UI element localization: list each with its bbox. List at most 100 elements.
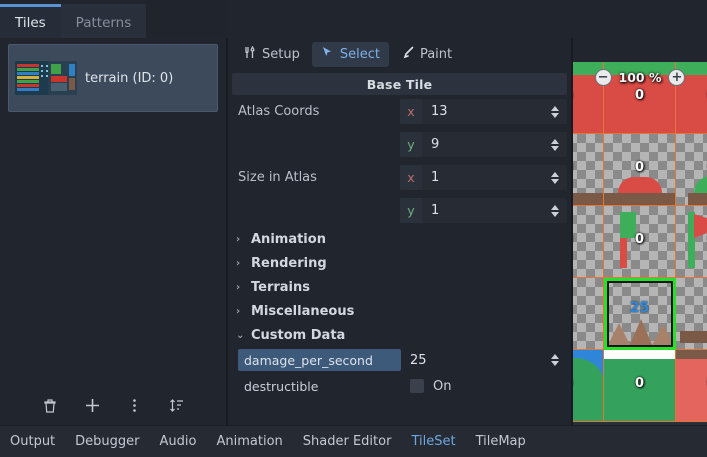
custom-data-key-damage-per-second[interactable]: damage_per_second	[238, 349, 401, 371]
tab-tiles-label: Tiles	[15, 14, 46, 31]
transparency-checker	[573, 278, 603, 349]
tileset-thumbnail-icon	[15, 61, 77, 95]
atlas-tile-label: 0	[634, 376, 645, 391]
custom-data-value-damage-per-second[interactable]: 25	[410, 349, 567, 371]
section-custom-data[interactable]: ⌄ Custom Data	[228, 323, 571, 347]
atlas-tile-label: 0	[676, 88, 707, 103]
tools-icon	[243, 45, 256, 63]
custom-data-value-destructible[interactable]: On	[410, 375, 567, 397]
atlas-tile[interactable]: 0	[676, 206, 707, 278]
property-label-atlas-coords: Atlas Coords	[238, 104, 320, 119]
atlas-tile-label-selected: 25	[629, 300, 650, 316]
section-miscellaneous[interactable]: › Miscellaneous	[228, 299, 571, 323]
spinbox-value[interactable]: 25	[410, 352, 427, 368]
zoom-controls: − 100 % +	[573, 66, 707, 88]
atlas-tile[interactable]	[573, 278, 604, 350]
bottom-tab-audio[interactable]: Audio	[159, 434, 197, 449]
atlas-tile[interactable]: 0	[604, 134, 676, 206]
atlas-tile-label: 0	[634, 88, 645, 103]
spinbox-atlas-coords-y[interactable]: y 9	[400, 132, 567, 157]
section-animation[interactable]: › Animation	[228, 227, 571, 251]
plus-circle-icon[interactable]: +	[668, 68, 686, 86]
bottom-tab-animation[interactable]: Animation	[216, 434, 283, 449]
section-terrains[interactable]: › Terrains	[228, 275, 571, 299]
mode-button-setup-label: Setup	[262, 47, 300, 62]
base-tile-header: Base Tile	[232, 73, 567, 95]
section-animation-label: Animation	[251, 231, 326, 247]
property-row-size-in-atlas-y: y 1	[228, 194, 571, 227]
bottom-tab-debugger[interactable]: Debugger	[75, 434, 140, 449]
spinbox-atlas-coords-x[interactable]: x 13	[400, 99, 567, 124]
property-row-atlas-coords-y: y 9	[228, 128, 571, 161]
delete-icon[interactable]	[39, 394, 61, 416]
transparency-checker	[573, 206, 603, 277]
minus-circle-icon[interactable]: −	[594, 68, 612, 86]
bottom-tab-shader-editor[interactable]: Shader Editor	[302, 434, 392, 449]
atlas-tile[interactable]: 0	[573, 350, 604, 422]
chevron-right-icon: ›	[236, 257, 241, 269]
atlas-tile-selected[interactable]: 25	[604, 278, 676, 350]
atlas-tile[interactable]: 0	[676, 350, 707, 422]
spinbox-value[interactable]: 9	[431, 137, 440, 152]
section-rendering-label: Rendering	[251, 255, 327, 271]
mode-button-setup[interactable]: Setup	[234, 42, 309, 67]
spinner-arrows-icon[interactable]	[543, 354, 567, 366]
atlas-tile-label: 0	[676, 376, 707, 391]
chevron-right-icon: ›	[236, 233, 241, 245]
tab-patterns-label: Patterns	[75, 14, 132, 31]
atlas-tile[interactable]: 0	[604, 206, 676, 278]
bottom-tab-output[interactable]: Output	[10, 434, 56, 449]
add-icon[interactable]	[81, 394, 103, 416]
bottom-tab-tilemap[interactable]: TileMap	[475, 434, 526, 449]
brush-icon	[401, 46, 414, 63]
spinner-arrows-icon[interactable]	[543, 204, 567, 217]
spinner-arrows-icon[interactable]	[543, 138, 567, 151]
checkbox-destructible[interactable]	[410, 379, 424, 393]
chevron-right-icon: ›	[236, 305, 241, 317]
custom-data-row-destructible: destructible On	[228, 373, 571, 399]
zoom-level-label: 100 %	[618, 69, 662, 85]
spinner-arrows-icon[interactable]	[543, 171, 567, 184]
sort-icon[interactable]	[165, 394, 187, 416]
atlas-tile[interactable]: 0	[573, 206, 604, 278]
atlas-tile[interactable]: 0	[604, 350, 676, 422]
more-options-icon[interactable]	[123, 394, 145, 416]
bottom-dock-bar: Output Debugger Audio Animation Shader E…	[0, 425, 707, 457]
spinbox-value[interactable]: 1	[431, 170, 440, 185]
edit-mode-toolbar: Setup Select Paint	[228, 38, 571, 71]
tile-atlas-view[interactable]: 0 0 0 0 0	[573, 62, 707, 425]
spinbox-size-in-atlas-x[interactable]: x 1	[400, 165, 567, 190]
resource-tab-strip: Tiles Patterns	[0, 0, 226, 38]
transparency-checker	[604, 206, 675, 277]
list-item-label: terrain (ID: 0)	[85, 70, 174, 86]
section-rendering[interactable]: › Rendering	[228, 251, 571, 275]
mode-button-select[interactable]: Select	[311, 42, 389, 67]
spinbox-value[interactable]: 13	[431, 104, 448, 119]
right-splitter[interactable]	[571, 38, 573, 425]
custom-data-key-destructible[interactable]: destructible	[244, 378, 319, 394]
list-item[interactable]: terrain (ID: 0)	[8, 44, 218, 112]
atlas-tile[interactable]: 0	[604, 62, 676, 134]
atlas-tile[interactable]: 0	[676, 134, 707, 206]
chevron-down-icon: ⌄	[236, 329, 245, 341]
tab-tiles[interactable]: Tiles	[0, 4, 61, 38]
atlas-tile[interactable]: 0	[573, 62, 604, 134]
checkbox-destructible-label: On	[433, 378, 452, 394]
section-custom-data-label: Custom Data	[251, 327, 346, 343]
tab-patterns[interactable]: Patterns	[60, 4, 147, 38]
left-splitter[interactable]	[226, 38, 228, 425]
mode-button-paint-label: Paint	[419, 47, 453, 62]
axis-label-y: y	[400, 132, 422, 157]
spinner-arrows-icon[interactable]	[543, 105, 567, 118]
spinbox-value[interactable]: 1	[431, 203, 440, 218]
source-list-toolbar	[8, 391, 218, 419]
atlas-tile[interactable]: 0	[573, 134, 604, 206]
atlas-tile[interactable]: 0	[676, 278, 707, 350]
section-miscellaneous-label: Miscellaneous	[251, 303, 355, 319]
axis-label-x: x	[400, 165, 422, 190]
bottom-tab-tileset[interactable]: TileSet	[411, 434, 456, 449]
custom-data-row-damage-per-second: damage_per_second 25	[228, 347, 571, 373]
mode-button-paint[interactable]: Paint	[392, 42, 461, 67]
spinbox-size-in-atlas-y[interactable]: y 1	[400, 198, 567, 223]
